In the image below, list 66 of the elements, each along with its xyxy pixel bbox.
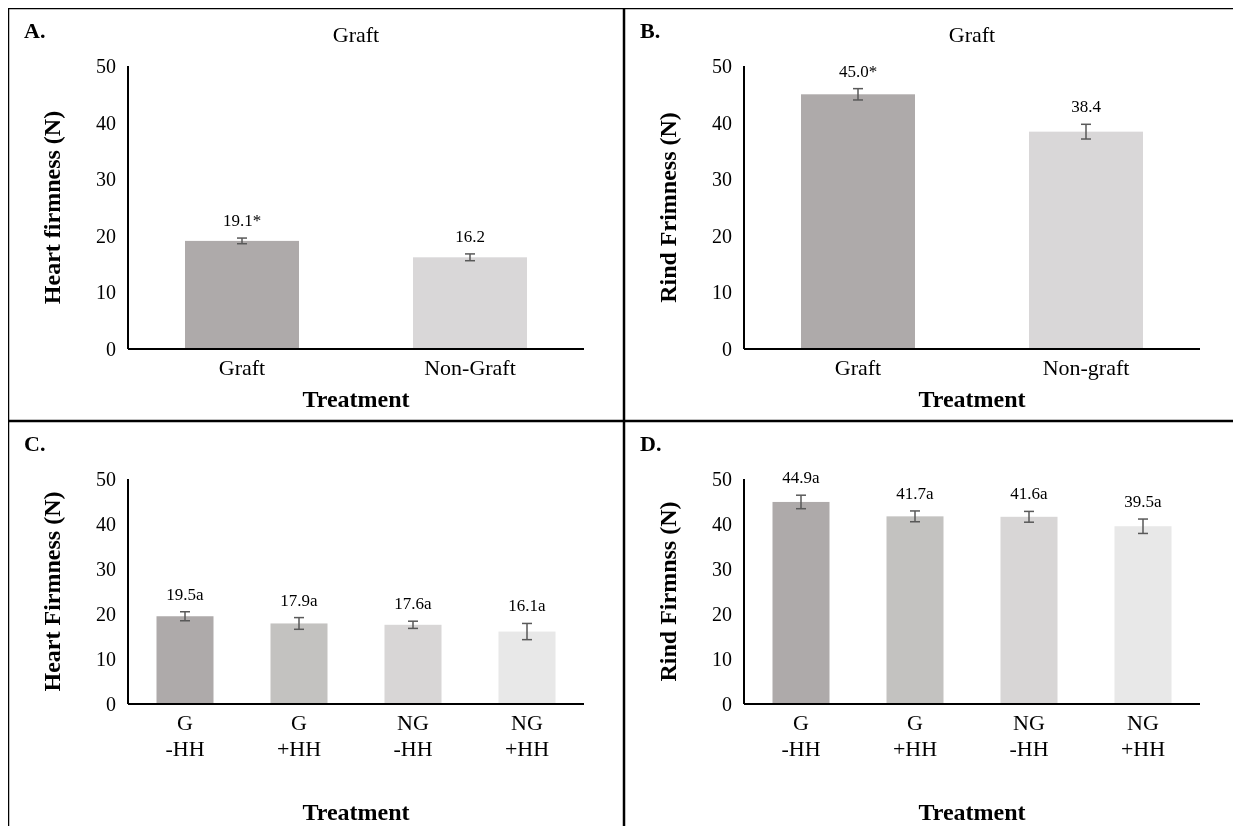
x-tick-label: NG +HH [504, 710, 550, 761]
x-tick-label: NG -HH [1009, 710, 1049, 761]
data-label: 16.2 [455, 226, 485, 246]
y-tick-label: 10 [96, 281, 116, 304]
x-tick-label: G -HH [781, 710, 821, 761]
y-tick-label: 0 [722, 693, 732, 715]
data-label: 41.6a [1010, 484, 1049, 504]
y-tick-label: 50 [712, 55, 732, 77]
y-tick-label: 40 [712, 111, 732, 134]
x-tick-label: Non-Graft [424, 355, 516, 380]
data-label: 16.1a [508, 596, 547, 616]
x-tick-label: NG -HH [393, 710, 433, 761]
data-label: 19.1* [222, 211, 262, 231]
data-label: 17.9a [280, 590, 319, 610]
data-label: 45.0* [838, 61, 878, 81]
x-tick-label: G +HH [892, 710, 938, 761]
y-tick-label: 0 [106, 338, 116, 360]
x-tick-label: G +HH [276, 710, 322, 761]
x-axis-title: Treatment [302, 386, 410, 412]
y-axis-title: Rind Frimness (N) [655, 112, 681, 303]
y-tick-label: 40 [712, 513, 732, 535]
data-label: 17.6a [394, 594, 433, 614]
x-axis-title: Treatment [302, 799, 410, 825]
x-tick-label: G -HH [165, 710, 205, 761]
y-tick-label: 20 [96, 224, 116, 247]
x-axis-title: Treatment [918, 386, 1026, 412]
x-tick-label: Graft [834, 355, 882, 380]
y-tick-label: 30 [712, 168, 732, 191]
y-tick-label: 40 [96, 111, 116, 134]
y-tick-label: 10 [712, 281, 732, 304]
data-label: 44.9a [782, 468, 821, 488]
x-axis-title: Treatment [918, 799, 1026, 825]
y-tick-label: 50 [96, 468, 116, 490]
y-tick-label: 10 [96, 648, 116, 670]
data-label: 39.5a [1124, 492, 1163, 512]
y-axis-title: Heart Firmness (N) [39, 491, 65, 692]
bar [156, 616, 214, 704]
y-tick-label: 30 [96, 168, 116, 191]
chart-title: Graft [948, 22, 996, 47]
chart-title: Graft [332, 22, 380, 47]
x-tick-label: NG +HH [1120, 710, 1166, 761]
y-tick-label: 20 [96, 603, 116, 625]
y-tick-label: 30 [96, 558, 116, 580]
text: C. [24, 431, 46, 456]
y-tick-label: 50 [96, 55, 116, 77]
x-tick-label: Graft [218, 355, 266, 380]
bar [270, 623, 328, 704]
y-tick-label: 50 [712, 468, 732, 490]
data-label: 19.5a [166, 584, 205, 604]
y-tick-label: 40 [96, 513, 116, 535]
y-axis-title: Heart firmness (N) [39, 110, 65, 305]
data-label: 41.7a [896, 483, 935, 503]
y-tick-label: 0 [106, 693, 116, 715]
y-tick-label: 10 [712, 648, 732, 670]
x-tick-label: Non-graft [1042, 355, 1130, 380]
y-tick-label: 20 [712, 224, 732, 247]
text: B. [640, 18, 661, 43]
y-tick-label: 30 [712, 558, 732, 580]
bar [498, 631, 556, 704]
text: A. [24, 18, 46, 43]
data-label: 38.4 [1071, 97, 1102, 117]
y-axis-title: Rind Firmnss (N) [655, 501, 681, 682]
text: D. [640, 431, 662, 456]
y-tick-label: 20 [712, 603, 732, 625]
y-tick-label: 0 [722, 338, 732, 360]
bar [384, 624, 442, 704]
